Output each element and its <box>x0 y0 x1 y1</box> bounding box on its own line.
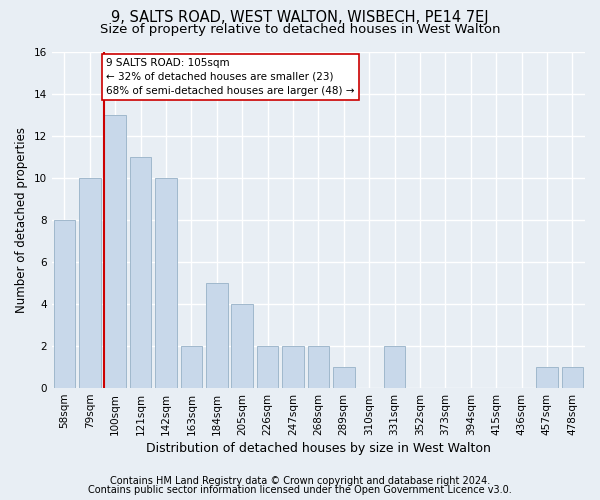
Bar <box>130 156 151 388</box>
Bar <box>257 346 278 388</box>
Bar <box>333 367 355 388</box>
Text: Contains HM Land Registry data © Crown copyright and database right 2024.: Contains HM Land Registry data © Crown c… <box>110 476 490 486</box>
X-axis label: Distribution of detached houses by size in West Walton: Distribution of detached houses by size … <box>146 442 491 455</box>
Y-axis label: Number of detached properties: Number of detached properties <box>15 127 28 313</box>
Bar <box>79 178 101 388</box>
Bar <box>536 367 557 388</box>
Bar <box>53 220 75 388</box>
Bar <box>104 114 126 388</box>
Text: 9 SALTS ROAD: 105sqm
← 32% of detached houses are smaller (23)
68% of semi-detac: 9 SALTS ROAD: 105sqm ← 32% of detached h… <box>106 58 355 96</box>
Text: 9, SALTS ROAD, WEST WALTON, WISBECH, PE14 7EJ: 9, SALTS ROAD, WEST WALTON, WISBECH, PE1… <box>111 10 489 25</box>
Text: Contains public sector information licensed under the Open Government Licence v3: Contains public sector information licen… <box>88 485 512 495</box>
Bar <box>232 304 253 388</box>
Bar <box>384 346 406 388</box>
Bar <box>155 178 177 388</box>
Text: Size of property relative to detached houses in West Walton: Size of property relative to detached ho… <box>100 22 500 36</box>
Bar <box>282 346 304 388</box>
Bar <box>562 367 583 388</box>
Bar <box>308 346 329 388</box>
Bar <box>206 283 227 388</box>
Bar <box>181 346 202 388</box>
